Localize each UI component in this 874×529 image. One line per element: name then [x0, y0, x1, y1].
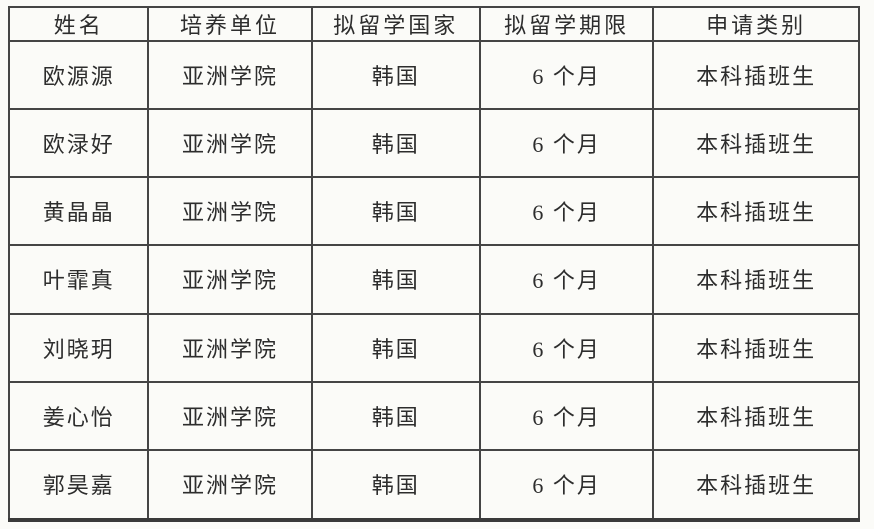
- table-row: 郭昊嘉 亚洲学院 韩国 6 个月 本科插班生: [7, 448, 860, 522]
- table-row: 欧源源 亚洲学院 韩国 6 个月 本科插班生: [7, 39, 860, 111]
- table-cell-country: 韩国: [310, 39, 481, 111]
- table-row: 欧渌好 亚洲学院 韩国 6 个月 本科插班生: [7, 108, 860, 179]
- header-cell-duration: 拟留学期限: [478, 6, 655, 42]
- table-cell-unit: 亚洲学院: [147, 312, 313, 383]
- table-cell-name: 黄晶晶: [7, 176, 150, 247]
- table-cell-country: 韩国: [310, 176, 481, 247]
- table-cell-category: 本科插班生: [652, 244, 860, 315]
- table-cell-country: 韩国: [310, 312, 481, 383]
- table-cell-country: 韩国: [310, 244, 481, 315]
- table-cell-duration: 6 个月: [478, 244, 655, 315]
- table-cell-category: 本科插班生: [652, 312, 860, 383]
- applicants-table: 姓名 培养单位 拟留学国家 拟留学期限 申请类别 欧源源 亚洲学院 韩国 6 个…: [7, 6, 860, 522]
- table-row: 叶霏真 亚洲学院 韩国 6 个月 本科插班生: [7, 244, 860, 315]
- table-cell-duration: 6 个月: [478, 448, 655, 522]
- table-cell-name: 叶霏真: [7, 244, 150, 315]
- table-row: 黄晶晶 亚洲学院 韩国 6 个月 本科插班生: [7, 176, 860, 247]
- table-cell-name: 欧源源: [7, 39, 150, 111]
- table-cell-unit: 亚洲学院: [147, 176, 313, 247]
- table-cell-name: 郭昊嘉: [7, 448, 150, 522]
- table-cell-category: 本科插班生: [652, 108, 860, 179]
- table-cell-category: 本科插班生: [652, 380, 860, 451]
- table-cell-duration: 6 个月: [478, 312, 655, 383]
- table-cell-name: 欧渌好: [7, 108, 150, 179]
- table-cell-unit: 亚洲学院: [147, 244, 313, 315]
- table-cell-unit: 亚洲学院: [147, 108, 313, 179]
- table-cell-country: 韩国: [310, 108, 481, 179]
- header-cell-name: 姓名: [7, 6, 150, 42]
- table-cell-category: 本科插班生: [652, 176, 860, 247]
- table-cell-duration: 6 个月: [478, 108, 655, 179]
- table-cell-duration: 6 个月: [478, 176, 655, 247]
- table-cell-unit: 亚洲学院: [147, 380, 313, 451]
- table-cell-country: 韩国: [310, 448, 481, 522]
- header-row: 姓名 培养单位 拟留学国家 拟留学期限 申请类别: [7, 6, 860, 42]
- table-cell-duration: 6 个月: [478, 380, 655, 451]
- table-cell-name: 刘晓玥: [7, 312, 150, 383]
- table-cell-duration: 6 个月: [478, 39, 655, 111]
- table-cell-category: 本科插班生: [652, 39, 860, 111]
- header-cell-country: 拟留学国家: [310, 6, 481, 42]
- header-cell-unit: 培养单位: [147, 6, 313, 42]
- table-cell-country: 韩国: [310, 380, 481, 451]
- table-row: 刘晓玥 亚洲学院 韩国 6 个月 本科插班生: [7, 312, 860, 383]
- table-cell-unit: 亚洲学院: [147, 39, 313, 111]
- table-cell-name: 姜心怡: [7, 380, 150, 451]
- table-cell-category: 本科插班生: [652, 448, 860, 522]
- table-cell-unit: 亚洲学院: [147, 448, 313, 522]
- table-row: 姜心怡 亚洲学院 韩国 6 个月 本科插班生: [7, 380, 860, 451]
- header-cell-category: 申请类别: [652, 6, 860, 42]
